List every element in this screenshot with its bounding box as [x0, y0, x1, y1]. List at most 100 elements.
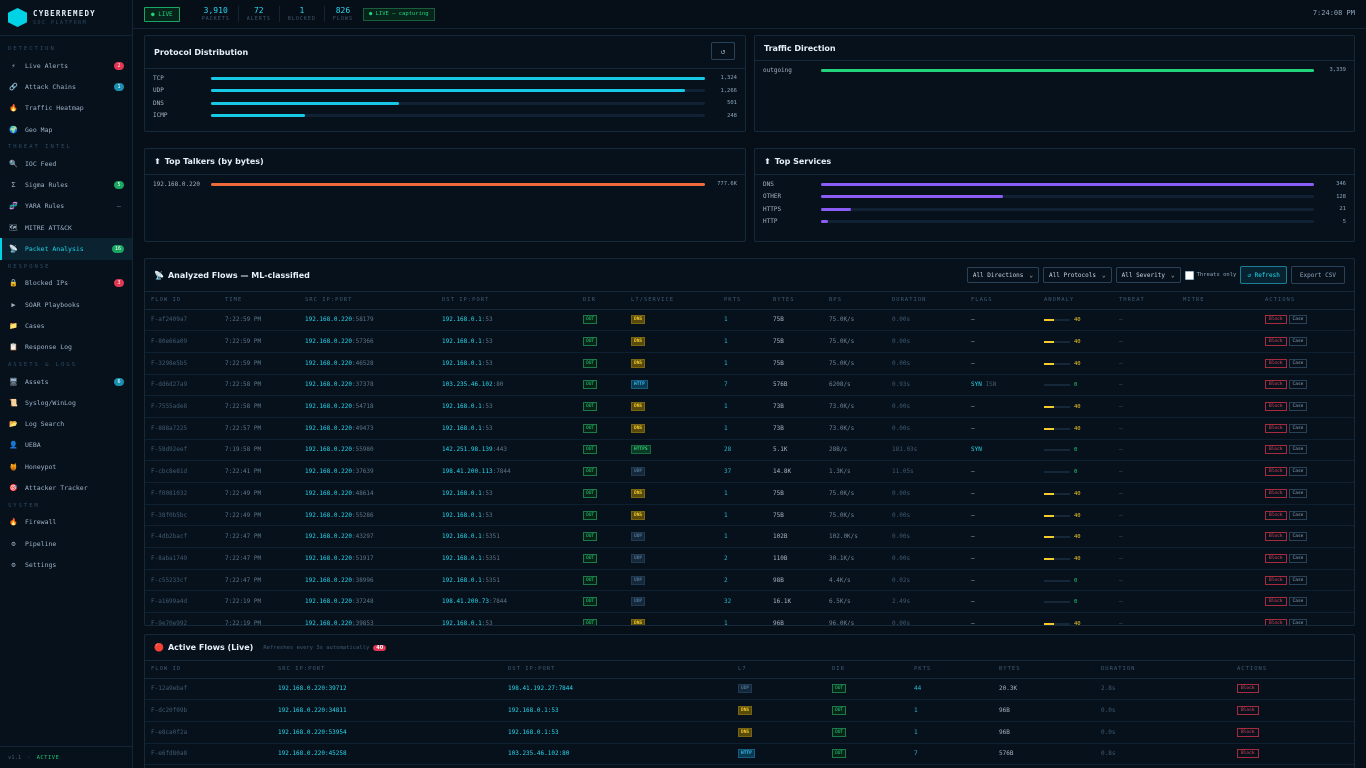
dst-endpoint[interactable]: 192.168.0.1:53 — [502, 721, 732, 744]
block-button[interactable]: Block — [1265, 510, 1287, 520]
case-button[interactable]: Case — [1288, 402, 1308, 412]
sidebar-item-packet-analysis[interactable]: 📡 Packet Analysis 16 — [0, 238, 132, 260]
table-row[interactable]: F-12a9ebaf 192.168.0.220:39712 198.41.192.… — [145, 678, 1354, 701]
dst-endpoint[interactable]: 192.168.0.1:53 — [502, 699, 732, 722]
dst-ip[interactable]: 198.41.200.73 — [442, 598, 489, 606]
table-row[interactable]: F-4db2bacf 7:22:47 PM 192.168.0.220:43297 1… — [145, 525, 1354, 549]
src-ip[interactable]: 192.168.0.220 — [305, 554, 352, 562]
sidebar-item-sigma-rules[interactable]: Σ Sigma Rules 5 — [0, 174, 132, 195]
dst-endpoint[interactable]: 103.235.46.102:80 — [502, 743, 732, 766]
block-button[interactable]: Block — [1237, 727, 1259, 737]
sidebar-item-geo-map[interactable]: 🌍 Geo Map — [0, 119, 132, 140]
src-ip[interactable]: 192.168.0.220 — [305, 511, 352, 519]
table-row[interactable]: F-dc20f09b 192.168.0.220:34811 192.168.0.1… — [145, 699, 1354, 722]
sidebar-item-cases[interactable]: 📁 Cases — [0, 315, 132, 336]
live-button[interactable]: ● LIVE — [144, 6, 180, 22]
refresh-icon[interactable]: ↺ — [711, 42, 735, 60]
case-button[interactable]: Case — [1288, 445, 1308, 455]
dst-ip[interactable]: 192.168.0.1 — [442, 619, 482, 626]
table-row[interactable]: F-dd6d27a9 7:22:58 PM 192.168.0.220:37378 1… — [145, 374, 1354, 397]
src-ip[interactable]: 192.168.0.220 — [305, 619, 352, 626]
dst-ip[interactable]: 142.251.98.139 — [442, 446, 493, 454]
table-row[interactable]: F-38f0b5bc 7:22:49 PM 192.168.0.220:55286 1… — [145, 504, 1354, 527]
src-ip[interactable]: 192.168.0.220 — [305, 468, 352, 476]
case-button[interactable]: Case — [1288, 553, 1308, 563]
case-button[interactable]: Case — [1288, 358, 1308, 368]
refresh-button[interactable]: ↺ Refresh — [1240, 266, 1287, 284]
case-button[interactable]: Case — [1288, 315, 1308, 325]
table-row[interactable]: F-9e70e992 7:22:19 PM 192.168.0.220:39853 1… — [145, 612, 1354, 626]
block-button[interactable]: Block — [1265, 488, 1287, 498]
dst-ip[interactable]: 192.168.0.1 — [442, 359, 482, 367]
sidebar-item-traffic-heatmap[interactable]: 🔥 Traffic Heatmap — [0, 98, 132, 119]
case-button[interactable]: Case — [1288, 618, 1308, 625]
sidebar-item-log-search[interactable]: 📂 Log Search — [0, 413, 132, 434]
table-row[interactable]: F-e8ca0f2a 192.168.0.220:53954 192.168.0.1… — [145, 721, 1354, 744]
export-csv-button[interactable]: Export CSV — [1290, 266, 1345, 284]
src-endpoint[interactable]: 192.168.0.220:39712 — [272, 678, 502, 701]
block-button[interactable]: Block — [1265, 618, 1287, 625]
sidebar-item-attacker-tracker[interactable]: 🎯 Attacker Tracker — [0, 477, 132, 498]
sidebar-item-assets[interactable]: 🖥 Assets 6 — [0, 371, 132, 392]
sidebar-item-live-alerts[interactable]: ⚡ Live Alerts 2 — [0, 55, 132, 76]
sidebar-item-blocked-ips[interactable]: 🔒 Blocked IPs 3 — [0, 273, 132, 294]
protocol-filter[interactable]: All Protocols ⌄ — [1043, 267, 1112, 283]
case-button[interactable]: Case — [1288, 575, 1308, 585]
severity-filter[interactable]: All Severity ⌄ — [1115, 267, 1181, 283]
block-button[interactable]: Block — [1265, 315, 1287, 325]
src-ip[interactable]: 192.168.0.220 — [305, 338, 352, 346]
block-button[interactable]: Block — [1237, 706, 1259, 716]
src-ip[interactable]: 192.168.0.220 — [305, 598, 352, 606]
threats-only-toggle[interactable]: Threats only — [1184, 270, 1236, 280]
src-ip[interactable]: 192.168.0.220 — [305, 446, 352, 454]
block-button[interactable]: Block — [1265, 380, 1287, 390]
sidebar-item-honeypot[interactable]: 🍯 Honeypot — [0, 456, 132, 477]
case-button[interactable]: Case — [1288, 488, 1308, 498]
table-row[interactable]: F-7555ade8 7:22:58 PM 192.168.0.220:54718 1… — [145, 395, 1354, 418]
table-row[interactable]: F-80e66a09 7:22:59 PM 192.168.0.220:57366 1… — [145, 330, 1354, 353]
dst-ip[interactable]: 192.168.0.1 — [442, 424, 482, 432]
case-button[interactable]: Case — [1288, 337, 1308, 347]
case-button[interactable]: Case — [1288, 380, 1308, 390]
block-button[interactable]: Block — [1265, 467, 1287, 477]
case-button[interactable]: Case — [1288, 510, 1308, 520]
case-button[interactable]: Case — [1288, 423, 1308, 433]
table-row[interactable]: F-8aba1749 7:22:47 PM 192.168.0.220:51917 1… — [145, 547, 1354, 570]
table-row[interactable]: F-e6fd80a8 192.168.0.220:45258 103.235.46.… — [145, 743, 1354, 766]
sidebar-item-response-log[interactable]: 📋 Response Log — [0, 337, 132, 358]
dst-ip[interactable]: 192.168.0.1 — [442, 576, 482, 584]
dst-ip[interactable]: 192.168.0.1 — [442, 489, 482, 497]
dst-ip[interactable]: 192.168.0.1 — [442, 511, 482, 519]
src-ip[interactable]: 192.168.0.220 — [305, 424, 352, 432]
src-endpoint[interactable]: 192.168.0.220:53954 — [272, 721, 502, 744]
src-ip[interactable]: 192.168.0.220 — [305, 316, 352, 324]
block-button[interactable]: Block — [1265, 553, 1287, 563]
block-button[interactable]: Block — [1265, 337, 1287, 347]
table-row[interactable]: F-af2409a7 7:22:59 PM 192.168.0.220:58179 1… — [145, 309, 1354, 332]
table-row[interactable]: F-3298e5b5 7:22:59 PM 192.168.0.220:46528 1… — [145, 352, 1354, 375]
block-button[interactable]: Block — [1265, 597, 1287, 607]
src-ip[interactable]: 192.168.0.220 — [305, 381, 352, 389]
table-row[interactable]: F-58d92eef 7:19:58 PM 192.168.0.220:55980 1… — [145, 439, 1354, 462]
sidebar-item-ueba[interactable]: 👤 UEBA — [0, 435, 132, 456]
src-ip[interactable]: 192.168.0.220 — [305, 576, 352, 584]
src-endpoint[interactable]: 192.168.0.220:45258 — [272, 743, 502, 766]
sidebar-item-soar-playbooks[interactable]: ▶ SOAR Playbooks — [0, 294, 132, 315]
dst-ip[interactable]: 192.168.0.1 — [442, 403, 482, 411]
block-button[interactable]: Block — [1265, 402, 1287, 412]
src-ip[interactable]: 192.168.0.220 — [305, 359, 352, 367]
table-row[interactable]: F-f0081032 7:22:49 PM 192.168.0.220:48614 1… — [145, 482, 1354, 505]
case-button[interactable]: Case — [1288, 597, 1308, 607]
block-button[interactable]: Block — [1265, 575, 1287, 585]
case-button[interactable]: Case — [1288, 532, 1308, 542]
block-button[interactable]: Block — [1237, 749, 1259, 759]
dst-ip[interactable]: 192.168.0.1 — [442, 554, 482, 562]
sidebar-item-yara-rules[interactable]: 🧬 YARA Rules — — [0, 196, 132, 217]
dst-endpoint[interactable]: 198.41.192.27:7844 — [502, 678, 732, 701]
dst-ip[interactable]: 192.168.0.1 — [442, 316, 482, 324]
table-row[interactable]: F-c55233cf 7:22:47 PM 192.168.0.220:38996 1… — [145, 569, 1354, 592]
sidebar-item-pipeline[interactable]: ⚙ Pipeline — [0, 533, 132, 554]
sidebar-item-syslog-winlog[interactable]: 📜 Syslog/WinLog — [0, 392, 132, 413]
case-button[interactable]: Case — [1288, 467, 1308, 477]
sidebar-item-ioc-feed[interactable]: 🔍 IOC Feed — [0, 153, 132, 174]
